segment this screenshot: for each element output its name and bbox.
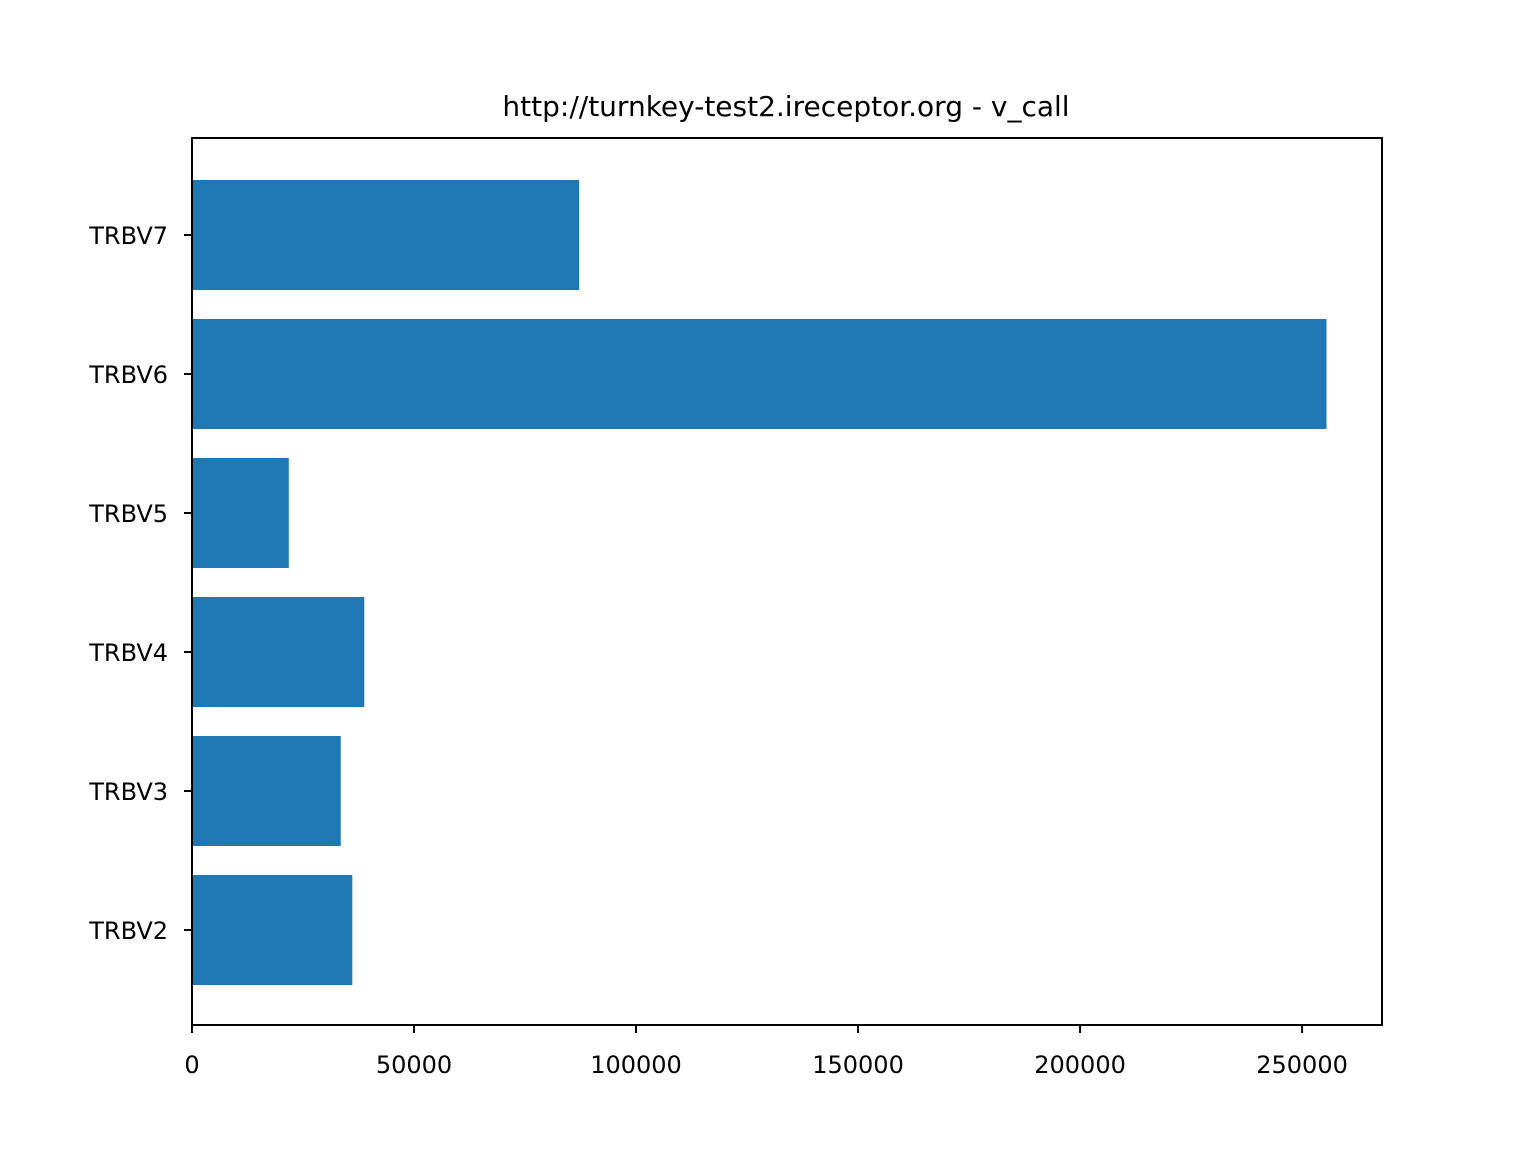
plot-frame — [191, 137, 1383, 1026]
x-tick-label-150000: 150000 — [812, 1051, 904, 1079]
bar-trbv3 — [192, 736, 341, 846]
y-tick-label-trbv4: TRBV4 — [88, 639, 168, 667]
x-tick-label-100000: 100000 — [590, 1051, 682, 1079]
bars-group — [192, 180, 1327, 985]
y-tick-label-trbv3: TRBV3 — [88, 778, 168, 806]
x-tick-label-200000: 200000 — [1034, 1051, 1126, 1079]
bar-trbv4 — [192, 597, 365, 707]
bar-trbv7 — [192, 180, 580, 290]
x-tick-label-0: 0 — [184, 1051, 199, 1079]
y-axis: TRBV2 TRBV3 TRBV4 TRBV5 TRBV6 TRBV7 — [88, 222, 192, 945]
x-tick-label-250000: 250000 — [1256, 1051, 1348, 1079]
x-axis: 0 50000 100000 150000 200000 250000 — [184, 1025, 1348, 1079]
chart-title: http://turnkey-test2.ireceptor.org - v_c… — [502, 90, 1069, 123]
bar-trbv5 — [192, 458, 289, 568]
y-tick-label-trbv5: TRBV5 — [88, 500, 168, 528]
x-tick-label-50000: 50000 — [376, 1051, 452, 1079]
y-tick-label-trbv6: TRBV6 — [88, 361, 168, 389]
bar-trbv6 — [192, 319, 1327, 429]
bar-trbv2 — [192, 875, 353, 985]
y-tick-label-trbv7: TRBV7 — [88, 222, 168, 250]
y-tick-label-trbv2: TRBV2 — [88, 917, 168, 945]
